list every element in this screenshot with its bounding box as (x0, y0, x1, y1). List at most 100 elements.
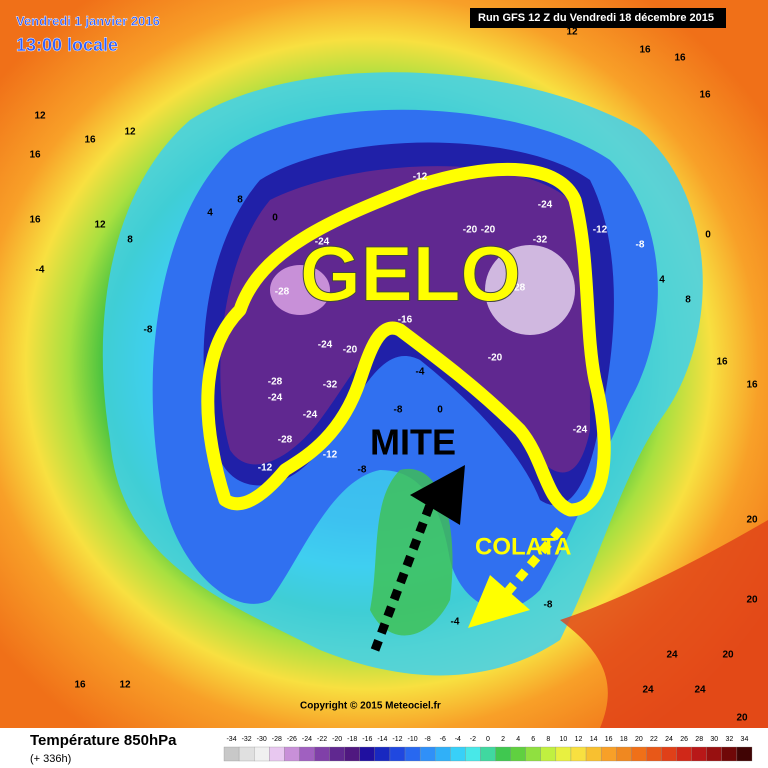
legend-label: 0 (486, 736, 490, 743)
contour-label: -8 (358, 465, 367, 476)
legend-swatch (600, 746, 617, 762)
contour-label: -24 (315, 237, 330, 248)
legend-swatch (374, 746, 391, 762)
legend-swatch (555, 746, 572, 762)
legend-label: 26 (680, 736, 688, 743)
contour-label: -8 (544, 600, 553, 611)
contour-label: 12 (124, 127, 136, 138)
legend-swatch (238, 746, 255, 762)
contour-label: 20 (722, 650, 734, 661)
legend-label: 24 (665, 736, 673, 743)
contour-label: -24 (303, 410, 318, 421)
legend-swatch (676, 746, 692, 762)
legend-swatch (706, 746, 722, 762)
color-legend: -34 -32 -30 -28 -26 -24 -22 -20 -18 -16 -14 -12 -10-… (223, 736, 753, 762)
legend-label: 8 (546, 736, 550, 743)
legend-swatch (525, 746, 541, 762)
legend-label: 2 (501, 736, 505, 743)
legend-label: 12 (575, 736, 583, 743)
contour-label: -12 (593, 225, 608, 236)
legend-swatch (329, 746, 345, 762)
legend-label: -18 (347, 736, 357, 743)
time: 13:00 locale (16, 35, 118, 55)
field-warm (560, 520, 768, 728)
contour-label: 20 (736, 713, 748, 724)
legend-label: 20 (635, 736, 643, 743)
contour-label: 20 (746, 595, 758, 606)
contour-label: -12 (413, 172, 428, 183)
contour-label: 0 (272, 213, 278, 224)
contour-label: 16 (74, 680, 86, 691)
contour-label: -20 (488, 353, 503, 364)
contour-label: -4 (416, 367, 425, 378)
flow-arrow-head (468, 575, 530, 628)
legend-swatch (570, 746, 587, 762)
legend-label: -30 (257, 736, 267, 743)
legend-swatch (585, 746, 602, 762)
contour-label: -32 (533, 235, 548, 246)
contour-label: 24 (694, 685, 706, 696)
legend-label: -34 (226, 736, 236, 743)
legend-swatch (359, 746, 376, 762)
contour-label: -24 (573, 425, 588, 436)
contour-label: 20 (746, 515, 758, 526)
cold-outline (201, 162, 611, 517)
contour-labels: 12 16 12 16 16 12 8 4 8 0 -24 -28 -24 -20 -28 -24 -32 -24… (29, 27, 758, 724)
legend-label: 18 (620, 736, 628, 743)
legend-label: 22 (650, 736, 658, 743)
legend-swatch (299, 746, 315, 762)
contour-label: 16 (716, 357, 728, 368)
legend-swatch (419, 746, 436, 762)
legend-swatch (540, 746, 557, 762)
contour-label: 0 (437, 405, 443, 416)
contour-label: 8 (237, 195, 243, 206)
field-core (485, 245, 575, 335)
legend-swatch (646, 746, 662, 762)
legend-label: -26 (287, 736, 297, 743)
contour-label: 0 (705, 230, 711, 241)
legend-label: -16 (362, 736, 372, 743)
contour-label: 16 (29, 215, 41, 226)
copyright: Copyright © 2015 Meteociel.fr (300, 701, 441, 712)
field-core (270, 265, 330, 315)
field-purple (220, 166, 591, 473)
legend-swatch (480, 746, 496, 762)
contour-label: -16 (398, 315, 413, 326)
legend-swatch (450, 746, 466, 762)
contour-label: 16 (699, 90, 711, 101)
legend-label: -20 (332, 736, 342, 743)
legend-swatch (344, 746, 360, 762)
legend-swatch (389, 746, 406, 762)
legend-label: 10 (560, 736, 568, 743)
legend-swatch (223, 746, 240, 762)
contour-label: 16 (639, 45, 651, 56)
contour-label: 16 (29, 150, 41, 161)
legend-label: 28 (695, 736, 703, 743)
contour-label: 24 (666, 650, 678, 661)
legend-label: -6 (440, 736, 446, 743)
legend-label: -28 (272, 736, 282, 743)
legend-label: -2 (470, 736, 476, 743)
legend-swatch (254, 746, 270, 762)
legend-label: 6 (531, 736, 535, 743)
legend-label: 30 (710, 736, 718, 743)
contour-label: -24 (268, 393, 283, 404)
legend-label: 14 (590, 736, 598, 743)
mild-arrow-head (410, 465, 465, 525)
contour-label: -4 (36, 265, 45, 276)
legend-swatch (284, 746, 300, 762)
contour-label: -28 (511, 283, 526, 294)
contour-label: -12 (258, 463, 273, 474)
legend-swatch (691, 746, 707, 762)
contour-label: -28 (268, 377, 283, 388)
contour-label: 12 (566, 27, 578, 38)
contour-label: 4 (207, 208, 213, 219)
contour-label: 12 (94, 220, 106, 231)
run-box (470, 8, 726, 28)
legend-label: -10 (408, 736, 418, 743)
legend-label: 32 (725, 736, 733, 743)
contour-label: -32 (323, 380, 338, 391)
contour-label: -20 (343, 345, 358, 356)
footer-title: Température 850hPa (30, 732, 177, 749)
